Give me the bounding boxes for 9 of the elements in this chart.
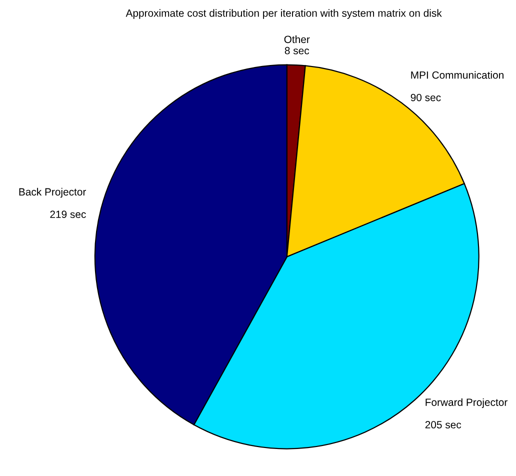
slice-label: Forward Projector [426,398,508,408]
slice-label: Back Projector [19,188,86,198]
data-label: 219 sec [50,210,86,218]
chart-title: Approximate cost distribution per iteration with system matrix on disk [126,9,442,19]
data-label: 90 sec [410,94,441,102]
data-label: 8 sec [284,46,310,54]
slice-label: Other [284,35,310,44]
slice-label: MPI Communication [411,71,504,79]
data-label: 205 sec [425,421,462,428]
